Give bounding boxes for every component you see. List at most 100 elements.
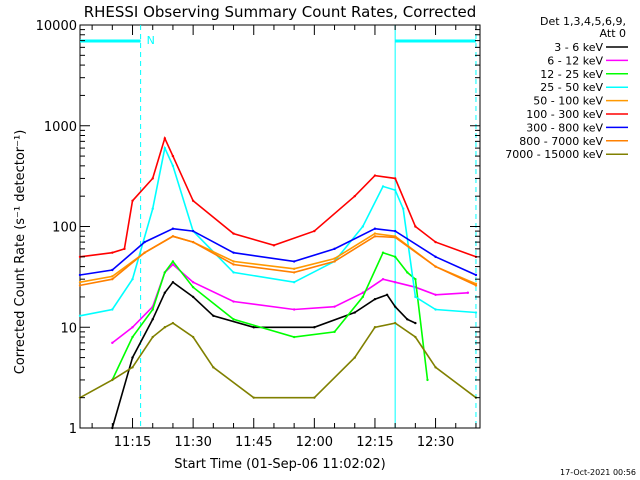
data-point: [353, 356, 356, 359]
data-point: [191, 240, 195, 244]
flag-label: N: [147, 34, 155, 47]
data-point: [434, 265, 437, 268]
data-point: [406, 318, 409, 321]
data-point: [381, 277, 385, 281]
data-point: [474, 284, 478, 287]
plot-frame: [79, 24, 481, 429]
data-point: [434, 240, 437, 244]
data-point: [385, 293, 389, 296]
data-point: [353, 311, 356, 314]
data-point: [414, 335, 417, 339]
data-point: [361, 225, 365, 228]
data-point: [111, 251, 114, 254]
data-point: [313, 396, 316, 399]
data-point: [143, 240, 146, 244]
legend-entry-label: 25 - 50 keV: [540, 81, 603, 94]
x-axis-label: Start Time (01-Sep-06 11:02:02): [174, 457, 385, 472]
data-point: [151, 177, 154, 180]
data-point: [232, 260, 235, 263]
legend-entry-label: 7000 - 15000 keV: [505, 148, 603, 161]
data-point: [434, 255, 437, 259]
data-point: [171, 280, 175, 284]
data-point: [232, 300, 235, 303]
legend-header-line2: Att 0: [600, 27, 626, 40]
data-point: [333, 260, 336, 263]
series-line-8: [79, 322, 477, 399]
data-point: [151, 207, 154, 210]
data-point: [171, 321, 175, 325]
data-point: [434, 293, 437, 296]
data-point: [393, 255, 397, 259]
data-point: [333, 305, 336, 308]
y-tick-label: 10000: [36, 19, 77, 34]
data-point: [131, 335, 134, 339]
data-point: [333, 330, 336, 334]
data-point: [78, 280, 82, 284]
data-point: [333, 247, 336, 251]
data-point: [393, 236, 397, 239]
data-point: [393, 188, 397, 192]
data-point: [373, 235, 377, 238]
data-point: [373, 232, 377, 235]
y-tick-label: 1000: [44, 120, 77, 135]
data-point: [414, 225, 417, 228]
data-point: [414, 277, 417, 281]
data-point: [78, 284, 82, 287]
data-point: [252, 396, 255, 399]
data-point: [123, 247, 126, 251]
data-point: [163, 291, 167, 294]
data-point: [353, 194, 356, 198]
data-point: [111, 378, 114, 382]
data-point: [111, 268, 114, 272]
x-tick-label: 11:15: [114, 435, 151, 450]
data-point: [111, 275, 114, 278]
legend-entry-label: 50 - 100 keV: [533, 95, 603, 108]
series-line-1: [111, 263, 468, 344]
data-point: [232, 318, 235, 321]
data-point: [414, 295, 417, 299]
data-point: [393, 229, 397, 233]
data-point: [131, 356, 134, 359]
data-point: [313, 326, 316, 329]
data-point: [393, 280, 397, 284]
data-point: [414, 321, 417, 325]
data-point: [191, 295, 195, 299]
data-point: [381, 185, 385, 188]
data-point: [361, 295, 365, 299]
series-line-2: [111, 251, 429, 381]
data-point: [292, 271, 296, 274]
data-point: [373, 326, 377, 329]
data-point: [474, 311, 478, 314]
data-point: [474, 273, 478, 277]
data-point: [163, 137, 167, 140]
data-point: [191, 280, 195, 284]
y-axis-label: Corrected Count Rate (s⁻¹ detector⁻¹): [13, 130, 28, 375]
data-point: [292, 308, 296, 311]
data-point: [163, 271, 167, 274]
data-point: [191, 285, 195, 289]
data-point: [171, 227, 175, 230]
data-point: [361, 291, 365, 294]
legend-header-line1: Det 1,3,4,5,6,9,: [540, 15, 626, 28]
data-point: [333, 257, 336, 260]
data-point: [292, 335, 296, 339]
x-axis: 11:15 11:30 11:45 12:00 12:15 12:30: [91, 25, 477, 450]
data-point: [232, 263, 235, 266]
legend-entry-label: 800 - 7000 keV: [519, 135, 603, 148]
data-point: [78, 273, 82, 277]
x-tick-label: 11:45: [235, 435, 272, 450]
data-point: [232, 251, 235, 254]
data-point: [151, 318, 154, 321]
series-line-6: [79, 227, 477, 276]
legend-entry-label: 100 - 300 keV: [526, 108, 603, 121]
data-point: [111, 341, 114, 345]
data-point: [171, 235, 175, 238]
data-point: [131, 366, 134, 369]
x-tick-label: 12:00: [296, 435, 333, 450]
data-point: [212, 366, 215, 369]
data-point: [171, 164, 175, 168]
plot-area: N: [78, 24, 481, 430]
data-point: [434, 366, 437, 369]
series-line-5: [79, 136, 477, 258]
